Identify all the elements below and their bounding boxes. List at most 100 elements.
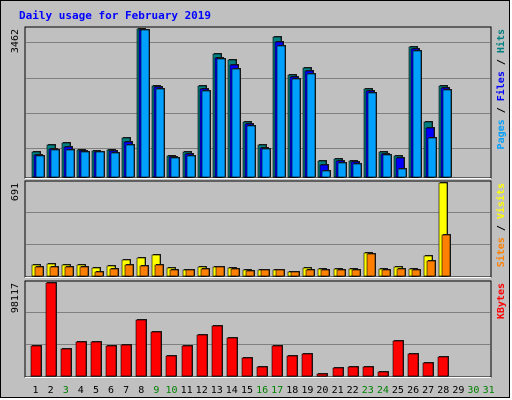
bar-kbytes-day-12 xyxy=(196,334,208,377)
bar-kbytes-day-13 xyxy=(211,325,223,377)
bar-pages-day-16 xyxy=(261,148,271,178)
bar-sites-day-3 xyxy=(64,266,74,277)
bar-sites-day-17 xyxy=(275,269,285,277)
bar-pages-day-27 xyxy=(427,137,437,178)
bar-sites-day-24 xyxy=(381,269,391,277)
kbytes-legend: KBytes xyxy=(496,283,507,319)
x-tick-label: 11 xyxy=(181,385,193,396)
bar-sites-day-9 xyxy=(154,264,164,277)
bar-sites-day-10 xyxy=(169,269,179,277)
bar-sites-day-7 xyxy=(124,264,134,277)
visits-sites-plot-area xyxy=(24,180,492,278)
bar-pages-day-10 xyxy=(170,157,180,178)
x-tick-label: 20 xyxy=(316,385,328,396)
bar-sites-day-2 xyxy=(49,266,59,277)
bar-pages-day-12 xyxy=(201,90,211,178)
chart-title: Daily usage for February 2019 xyxy=(19,9,211,22)
bar-kbytes-day-7 xyxy=(120,344,132,377)
bar-kbytes-day-10 xyxy=(165,355,177,377)
x-tick-label: 25 xyxy=(392,385,404,396)
x-tick-label: 28 xyxy=(437,385,449,396)
bar-sites-day-13 xyxy=(215,266,225,277)
bar-kbytes-day-28 xyxy=(437,356,449,377)
visits-sites-panel: 691 Sites / Visits xyxy=(10,180,507,278)
bar-kbytes-day-2 xyxy=(45,282,57,377)
kbytes-legend-item-0: KBytes xyxy=(496,283,507,319)
bar-pages-day-19 xyxy=(306,73,316,178)
bar-pages-day-21 xyxy=(337,162,347,178)
bar-sites-day-18 xyxy=(290,271,300,277)
x-tick-label: 8 xyxy=(138,385,144,396)
bar-sites-day-4 xyxy=(79,266,89,277)
bar-kbytes-day-6 xyxy=(105,345,117,377)
bar-kbytes-day-5 xyxy=(90,341,102,377)
bar-pages-day-1 xyxy=(35,155,45,178)
bar-sites-day-14 xyxy=(230,268,240,277)
bar-kbytes-day-3 xyxy=(60,348,72,377)
hits-files-pages-legend-item-0: Pages xyxy=(496,119,507,149)
x-tick-label: 15 xyxy=(241,385,253,396)
bar-pages-day-26 xyxy=(412,50,422,178)
hits-files-pages-panel: 3462 Pages / Files / Hits xyxy=(10,26,507,179)
bar-sites-day-22 xyxy=(351,269,361,277)
bar-sites-day-6 xyxy=(109,268,119,277)
x-tick-label: 17 xyxy=(271,385,283,396)
bar-sites-day-28 xyxy=(441,234,451,277)
x-tick-label: 27 xyxy=(422,385,434,396)
bar-sites-day-1 xyxy=(34,266,44,277)
bar-sites-day-15 xyxy=(245,270,255,277)
visits-sites-legend-item-2: Visits xyxy=(495,183,507,219)
visits-sites-legend-item-1: / xyxy=(496,219,507,237)
bar-sites-day-8 xyxy=(139,265,149,277)
bar-sites-day-25 xyxy=(396,268,406,277)
bar-pages-day-14 xyxy=(231,68,241,178)
bar-pages-day-4 xyxy=(80,151,90,178)
bar-kbytes-day-22 xyxy=(347,366,359,377)
bar-kbytes-day-18 xyxy=(286,355,298,377)
x-tick-label: 16 xyxy=(256,385,268,396)
x-tick-label: 22 xyxy=(347,385,359,396)
hits-files-pages-ymax-label: 3462 xyxy=(10,29,21,53)
kbytes-ymax-label: 98117 xyxy=(10,283,21,313)
x-tick-label: 31 xyxy=(483,385,495,396)
bar-kbytes-day-25 xyxy=(392,340,404,377)
x-tick-label: 3 xyxy=(63,385,69,396)
visits-sites-ymax-label: 691 xyxy=(10,183,21,201)
bar-pages-day-17 xyxy=(276,45,286,178)
bar-sites-day-16 xyxy=(260,269,270,277)
x-tick-label: 10 xyxy=(165,385,177,396)
x-tick-label: 12 xyxy=(196,385,208,396)
x-tick-label: 4 xyxy=(78,385,84,396)
bar-pages-day-7 xyxy=(125,144,135,178)
bar-pages-day-28 xyxy=(442,89,452,178)
bar-sites-day-27 xyxy=(426,260,436,277)
bar-kbytes-day-27 xyxy=(422,362,434,377)
bar-pages-day-20 xyxy=(321,170,331,178)
x-tick-label: 13 xyxy=(211,385,223,396)
bar-sites-day-11 xyxy=(185,269,195,277)
hits-files-pages-legend-item-3: / xyxy=(496,53,507,71)
x-tick-label: 26 xyxy=(407,385,419,396)
bar-pages-day-15 xyxy=(246,125,256,178)
bar-kbytes-day-23 xyxy=(362,366,374,377)
bar-kbytes-day-1 xyxy=(30,345,42,377)
x-tick-label: 7 xyxy=(123,385,129,396)
bar-kbytes-day-21 xyxy=(332,367,344,377)
bar-kbytes-day-14 xyxy=(226,337,238,377)
bar-sites-day-19 xyxy=(305,269,315,277)
bar-pages-day-25 xyxy=(397,168,407,178)
hits-files-pages-legend: Pages / Files / Hits xyxy=(495,29,507,149)
x-tick-label: 9 xyxy=(153,385,159,396)
bar-kbytes-day-24 xyxy=(377,371,389,377)
hits-files-pages-legend-item-1: / xyxy=(496,101,507,119)
bar-pages-day-23 xyxy=(367,92,377,178)
hits-files-pages-legend-item-4: Hits xyxy=(495,29,507,53)
bar-sites-day-12 xyxy=(200,268,210,277)
x-tick-label: 5 xyxy=(93,385,99,396)
bar-kbytes-day-26 xyxy=(407,353,419,377)
bar-sites-day-21 xyxy=(336,269,346,277)
bar-kbytes-day-17 xyxy=(271,345,283,377)
x-tick-label: 18 xyxy=(286,385,298,396)
x-tick-label: 21 xyxy=(332,385,344,396)
